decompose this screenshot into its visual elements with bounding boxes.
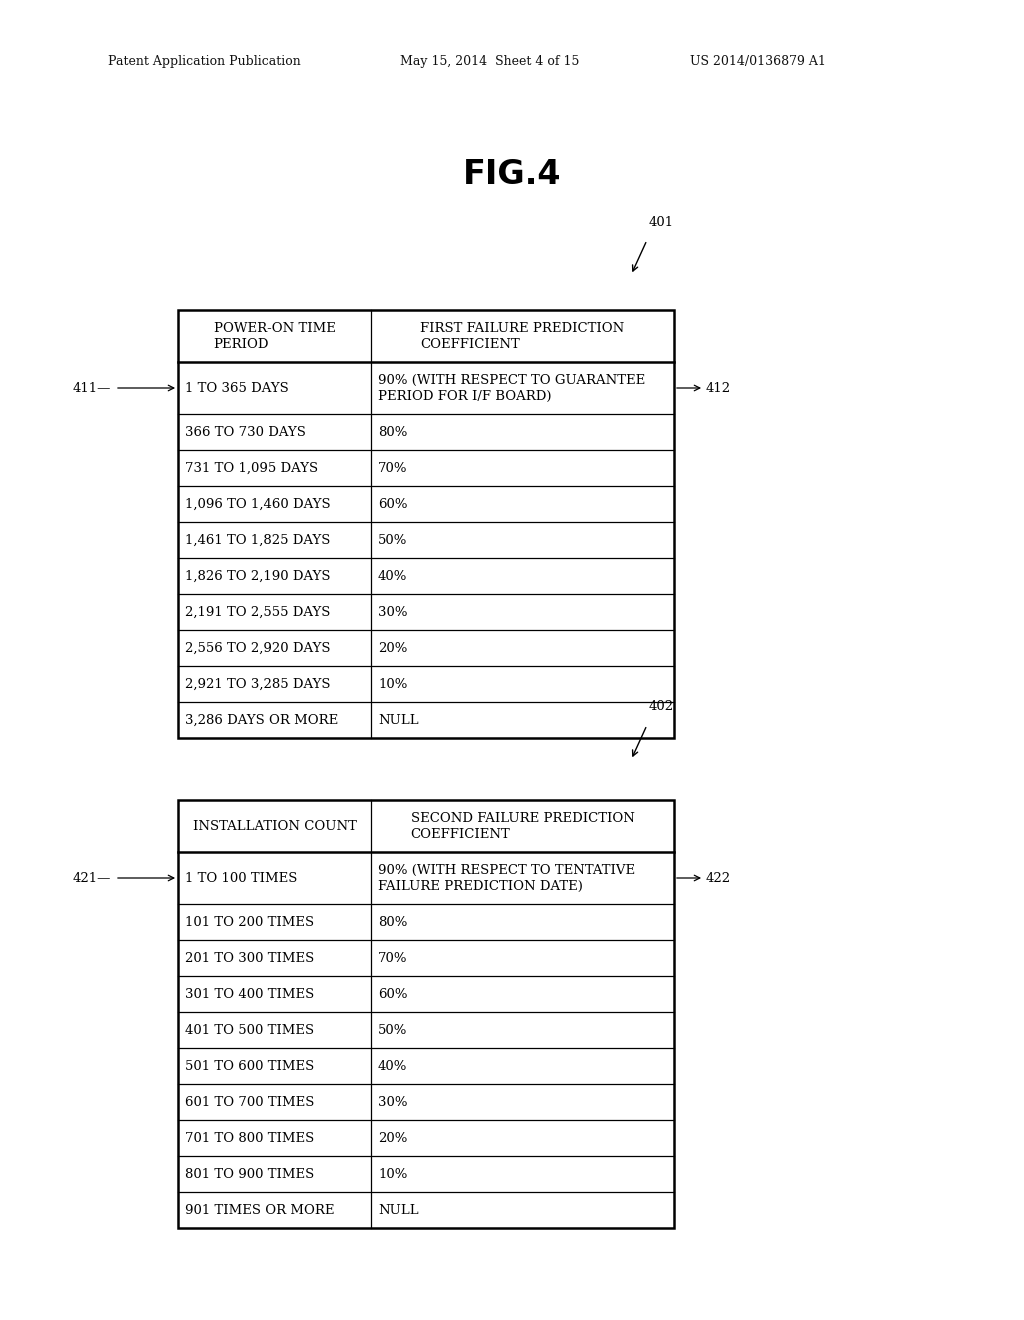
Text: NULL: NULL: [378, 714, 419, 726]
Text: NULL: NULL: [378, 1204, 419, 1217]
Text: 80%: 80%: [378, 425, 408, 438]
Text: 50%: 50%: [378, 533, 408, 546]
Text: 2,191 TO 2,555 DAYS: 2,191 TO 2,555 DAYS: [185, 606, 331, 619]
Text: May 15, 2014  Sheet 4 of 15: May 15, 2014 Sheet 4 of 15: [400, 55, 580, 69]
Text: 421—: 421—: [73, 871, 111, 884]
Bar: [178, 800, 674, 1228]
Text: 1 TO 365 DAYS: 1 TO 365 DAYS: [185, 381, 289, 395]
Text: 422: 422: [706, 871, 731, 884]
Text: 2,556 TO 2,920 DAYS: 2,556 TO 2,920 DAYS: [185, 642, 331, 655]
Text: 60%: 60%: [378, 498, 408, 511]
Text: 40%: 40%: [378, 1060, 408, 1072]
Text: 2,921 TO 3,285 DAYS: 2,921 TO 3,285 DAYS: [185, 677, 331, 690]
Text: 30%: 30%: [378, 1096, 408, 1109]
Text: 366 TO 730 DAYS: 366 TO 730 DAYS: [185, 425, 306, 438]
Text: 601 TO 700 TIMES: 601 TO 700 TIMES: [185, 1096, 314, 1109]
Text: FIG.4: FIG.4: [463, 158, 561, 191]
Text: INSTALLATION COUNT: INSTALLATION COUNT: [193, 820, 356, 833]
Text: 411—: 411—: [73, 381, 111, 395]
Text: 80%: 80%: [378, 916, 408, 928]
Text: 1,096 TO 1,460 DAYS: 1,096 TO 1,460 DAYS: [185, 498, 331, 511]
Text: 401: 401: [649, 215, 674, 228]
Text: POWER-ON TIME
PERIOD: POWER-ON TIME PERIOD: [214, 322, 336, 351]
Text: 70%: 70%: [378, 952, 408, 965]
Text: 90% (WITH RESPECT TO TENTATIVE
FAILURE PREDICTION DATE): 90% (WITH RESPECT TO TENTATIVE FAILURE P…: [378, 863, 635, 892]
Text: 90% (WITH RESPECT TO GUARANTEE
PERIOD FOR I/F BOARD): 90% (WITH RESPECT TO GUARANTEE PERIOD FO…: [378, 374, 645, 403]
Text: 60%: 60%: [378, 987, 408, 1001]
Text: 20%: 20%: [378, 642, 408, 655]
Text: 10%: 10%: [378, 677, 408, 690]
Text: 412: 412: [706, 381, 731, 395]
Text: Patent Application Publication: Patent Application Publication: [108, 55, 301, 69]
Text: 301 TO 400 TIMES: 301 TO 400 TIMES: [185, 987, 314, 1001]
Text: FIRST FAILURE PREDICTION
COEFFICIENT: FIRST FAILURE PREDICTION COEFFICIENT: [421, 322, 625, 351]
Text: 30%: 30%: [378, 606, 408, 619]
Text: 101 TO 200 TIMES: 101 TO 200 TIMES: [185, 916, 314, 928]
Text: 70%: 70%: [378, 462, 408, 474]
Text: 402: 402: [649, 701, 674, 714]
Text: 901 TIMES OR MORE: 901 TIMES OR MORE: [185, 1204, 335, 1217]
Text: 10%: 10%: [378, 1167, 408, 1180]
Text: 3,286 DAYS OR MORE: 3,286 DAYS OR MORE: [185, 714, 338, 726]
Text: 1,461 TO 1,825 DAYS: 1,461 TO 1,825 DAYS: [185, 533, 331, 546]
Text: 401 TO 500 TIMES: 401 TO 500 TIMES: [185, 1023, 314, 1036]
Text: US 2014/0136879 A1: US 2014/0136879 A1: [690, 55, 826, 69]
Text: 731 TO 1,095 DAYS: 731 TO 1,095 DAYS: [185, 462, 318, 474]
Text: 1 TO 100 TIMES: 1 TO 100 TIMES: [185, 871, 297, 884]
Text: 501 TO 600 TIMES: 501 TO 600 TIMES: [185, 1060, 314, 1072]
Text: 801 TO 900 TIMES: 801 TO 900 TIMES: [185, 1167, 314, 1180]
Text: 201 TO 300 TIMES: 201 TO 300 TIMES: [185, 952, 314, 965]
Text: 1,826 TO 2,190 DAYS: 1,826 TO 2,190 DAYS: [185, 569, 331, 582]
Text: 20%: 20%: [378, 1131, 408, 1144]
Text: 701 TO 800 TIMES: 701 TO 800 TIMES: [185, 1131, 314, 1144]
Text: 40%: 40%: [378, 569, 408, 582]
Text: SECOND FAILURE PREDICTION
COEFFICIENT: SECOND FAILURE PREDICTION COEFFICIENT: [411, 812, 635, 841]
Bar: [178, 310, 674, 738]
Text: 50%: 50%: [378, 1023, 408, 1036]
